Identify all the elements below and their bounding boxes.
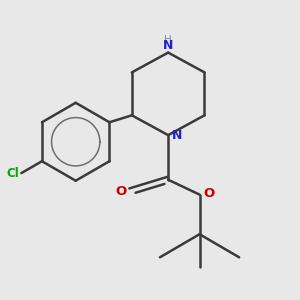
Text: N: N	[163, 39, 173, 52]
Text: O: O	[115, 185, 126, 198]
Text: O: O	[203, 187, 215, 200]
Text: N: N	[172, 129, 182, 142]
Text: Cl: Cl	[6, 167, 19, 180]
Text: H: H	[164, 35, 172, 45]
